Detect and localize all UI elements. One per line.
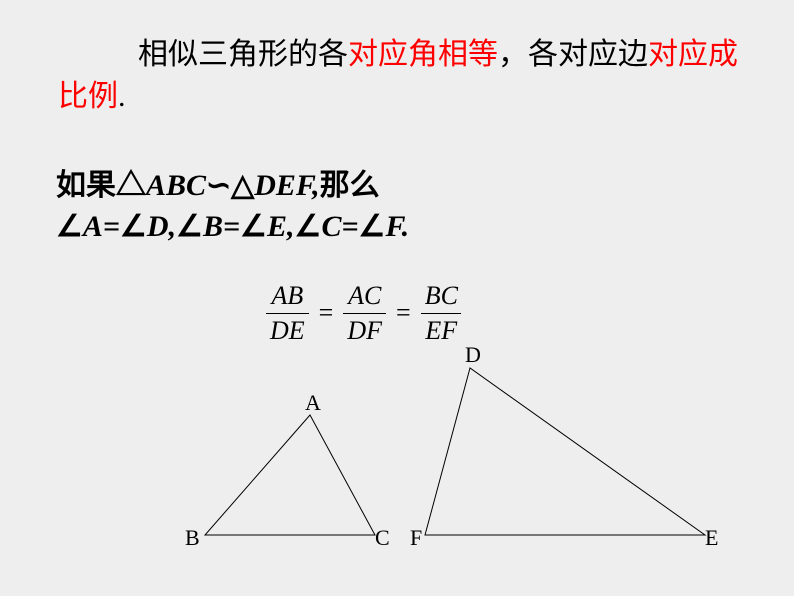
angle-sym-1: ∠ (56, 210, 83, 243)
proportion-equation: AB DE = AC DF = BC EF (266, 281, 462, 346)
label-b: B (185, 525, 200, 550)
angle-sym-3: ∠ (176, 210, 203, 243)
similar-sym: ∽ (206, 169, 231, 202)
triangle-sym-2: △ (231, 169, 254, 202)
conditional-line-2: ∠A=∠D,∠B=∠E,∠C=∠F. (56, 207, 409, 248)
fraction-3: BC EF (421, 281, 462, 346)
frac1-denominator: DE (266, 313, 309, 346)
angle-sym-4: ∠ (240, 210, 267, 243)
tri-def: DEF (254, 169, 312, 202)
label-a: A (305, 390, 321, 415)
if-text: 如果 (56, 169, 116, 202)
label-c: C (375, 525, 390, 550)
comma-1: , (312, 169, 320, 202)
triangle-sym-1: △ (116, 169, 146, 202)
intro-paragraph: 相似三角形的各对应角相等，各对应边对应成比例. (58, 34, 738, 118)
angle-sym-2: ∠ (120, 210, 147, 243)
frac1-numerator: AB (267, 281, 307, 313)
label-d: D (465, 342, 481, 367)
angle-sym-5: ∠ (295, 210, 322, 243)
label-f: F (410, 525, 422, 550)
equation-row: AB DE = AC DF = BC EF (266, 281, 462, 346)
text-part-3: . (118, 80, 126, 113)
frac3-numerator: BC (421, 281, 462, 313)
angle-d: D, (147, 210, 176, 243)
angle-sym-6: ∠ (359, 210, 386, 243)
fraction-1: AB DE (266, 281, 309, 346)
triangle-diagrams: A B C D F E (150, 360, 770, 580)
conditional-statement: 如果△ABC∽△DEF,那么 ∠A=∠D,∠B=∠E,∠C=∠F. (56, 166, 409, 247)
text-part-2: ，各对应边 (498, 38, 648, 71)
angle-b: B= (203, 210, 240, 243)
diagram-svg: A B C D F E (150, 360, 770, 580)
angle-c: C= (321, 210, 358, 243)
label-e: E (705, 525, 718, 550)
angle-a: A= (83, 210, 120, 243)
frac3-denominator: EF (421, 313, 461, 346)
frac2-denominator: DF (343, 313, 386, 346)
highlight-1: 对应角相等 (348, 38, 498, 71)
text-part-1: 相似三角形的各 (138, 38, 348, 71)
angle-f: F. (385, 210, 409, 243)
tri-abc: ABC (146, 169, 206, 202)
triangle-def (425, 368, 705, 535)
triangle-abc (205, 415, 375, 535)
frac2-numerator: AC (344, 281, 385, 313)
conditional-line-1: 如果△ABC∽△DEF,那么 (56, 166, 409, 207)
equals-1: = (319, 298, 334, 328)
fraction-2: AC DF (343, 281, 386, 346)
equals-2: = (396, 298, 411, 328)
angle-e: E, (267, 210, 295, 243)
then-text: 那么 (320, 169, 380, 202)
